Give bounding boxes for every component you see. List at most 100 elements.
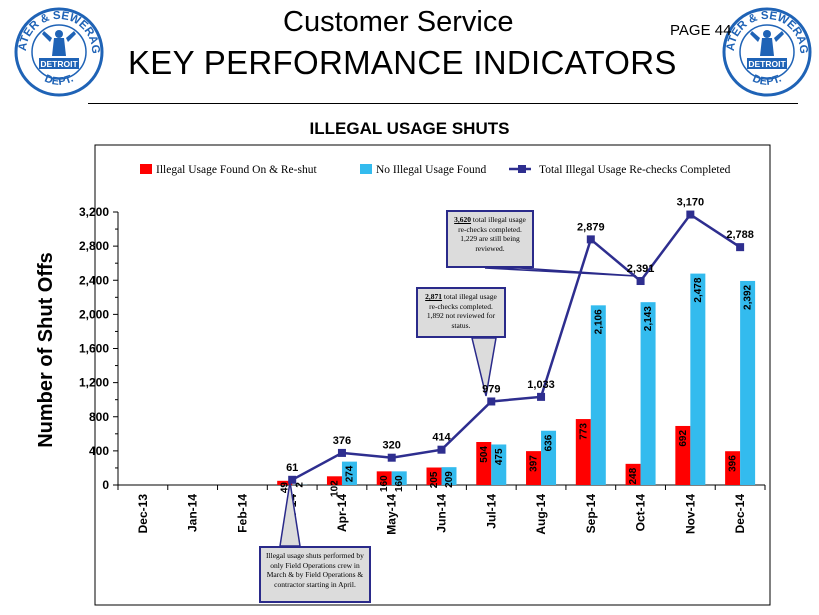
line-label: 3,170 (677, 197, 705, 209)
y-tick-label: 400 (89, 444, 109, 458)
x-tick-label: May-14 (385, 494, 399, 535)
total-rechecks-line (291, 212, 741, 481)
legend-label-3: Total Illegal Usage Re-checks Completed (539, 164, 731, 176)
bar-red (625, 463, 641, 485)
bar-red (675, 425, 691, 485)
legend-swatch-2 (360, 164, 372, 174)
callout-sep-text: total illegal usage re-checks completed.… (458, 215, 526, 253)
y-tick-label: 2,000 (79, 307, 109, 321)
header-title-line1: Customer Service (283, 6, 514, 38)
x-tick-label: Apr-14 (335, 494, 349, 532)
bar-blue (391, 471, 407, 485)
bar-blue (640, 302, 656, 485)
bar-label-red: 49 (280, 482, 291, 494)
bar-red (476, 442, 492, 485)
bar-label-blue: 2,478 (693, 277, 704, 302)
callout-jul: 2,871 total illegal usage re-checks comp… (416, 287, 506, 338)
bar-label-blue: 636 (544, 434, 555, 451)
bar-label-red: 102 (329, 480, 340, 497)
legend-label-1: Illegal Usage Found On & Re-shut (156, 164, 317, 176)
bar-label-blue: 2,106 (593, 309, 604, 334)
callout-sep-highlight: 3,620 (454, 215, 472, 224)
dwsd-logo-left: WATER & SEWERAGE DEPT. DETROIT (14, 4, 104, 97)
bar-label-red: 773 (578, 423, 589, 440)
bar-blue (740, 280, 756, 485)
x-tick-label: Sep-14 (584, 494, 598, 534)
y-tick-label: 800 (89, 410, 109, 424)
staffing-note: Illegal usage shuts performed by only Fi… (259, 546, 371, 603)
line-marker (736, 243, 745, 252)
line-label: 979 (482, 383, 500, 395)
bar-blue (590, 305, 606, 485)
bar-label-red: 396 (728, 455, 739, 472)
bar-label-blue: 475 (494, 448, 505, 465)
bar-label-blue: 209 (444, 471, 455, 488)
legend-swatch-1 (140, 164, 152, 174)
legend-swatch-marker (518, 165, 526, 173)
x-tick-label: Dec-13 (136, 494, 150, 534)
line-label: 414 (432, 432, 451, 444)
line-marker (487, 397, 496, 406)
bar-red (526, 451, 542, 485)
statue-figure-icon (750, 30, 784, 56)
bar-red (426, 467, 442, 485)
x-tick-label: Jun-14 (435, 494, 449, 533)
callout-sep-pointer (484, 267, 637, 277)
bar-label-red: 248 (628, 467, 639, 484)
bar-blue (441, 467, 457, 485)
bar-red (326, 476, 342, 485)
line-marker (437, 445, 446, 454)
y-axis-title: Number of Shut Offs (35, 252, 57, 448)
line-label: 320 (383, 440, 401, 452)
statue-figure-icon (42, 30, 76, 56)
svg-text:DEPT.: DEPT. (751, 73, 784, 88)
line-marker (387, 453, 396, 462)
x-tick-label: Feb-14 (235, 494, 249, 533)
x-tick-label: Jan-14 (186, 494, 200, 532)
bar-red (376, 471, 392, 485)
bar-blue (541, 430, 557, 485)
callout-jul-highlight: 2,871 (425, 292, 443, 301)
line-marker (537, 392, 546, 401)
bar-label-blue: 274 (344, 465, 355, 482)
line-marker (337, 448, 346, 457)
line-label: 1,033 (527, 379, 555, 391)
y-tick-label: 0 (102, 478, 109, 492)
x-tick-label: Dec-14 (733, 494, 747, 534)
bar-label-red: 692 (678, 430, 689, 447)
x-tick-label: Oct-14 (634, 494, 648, 532)
header-divider (88, 103, 798, 104)
bar-label-blue: 2 (295, 482, 306, 488)
bar-blue (690, 273, 706, 485)
y-tick-label: 3,200 (79, 205, 109, 219)
bar-label-red: 397 (529, 455, 540, 472)
x-tick-label: Aug-14 (534, 494, 548, 535)
bar-label-blue: 2,143 (643, 306, 654, 331)
line-label: 376 (333, 435, 351, 447)
bar-red (725, 451, 741, 485)
y-tick-label: 1,600 (79, 342, 109, 356)
bar-label-red: 160 (379, 475, 390, 492)
bar-label-red: 504 (479, 446, 490, 463)
line-label: 2,879 (577, 221, 605, 233)
bar-red (575, 419, 591, 485)
callout-sep: 3,620 total illegal usage re-checks comp… (446, 210, 534, 268)
legend-label-2: No Illegal Usage Found (376, 164, 486, 176)
svg-text:DETROIT: DETROIT (40, 59, 78, 69)
line-marker (686, 210, 695, 219)
chart-frame (94, 144, 771, 606)
bar-blue (491, 444, 507, 485)
line-marker (288, 475, 297, 484)
x-tick-label: Nov-14 (683, 494, 697, 534)
dwsd-logo-right: WATER & SEWERAGE DEPT. DETROIT (722, 4, 812, 97)
header-title-line2: KEY PERFORMANCE INDICATORS (128, 44, 677, 81)
line-marker (586, 235, 595, 244)
page-number-label: PAGE 44 (670, 22, 732, 39)
line-label: 2,391 (627, 263, 655, 275)
y-tick-label: 2,800 (79, 239, 109, 253)
svg-text:DEPT.: DEPT. (43, 73, 76, 88)
x-tick-label: Jul-14 (484, 494, 498, 529)
bar-label-blue: 160 (394, 475, 405, 492)
callout-jul-text: total illegal usage re-checks completed.… (426, 292, 497, 330)
line-label: 2,788 (726, 229, 754, 241)
